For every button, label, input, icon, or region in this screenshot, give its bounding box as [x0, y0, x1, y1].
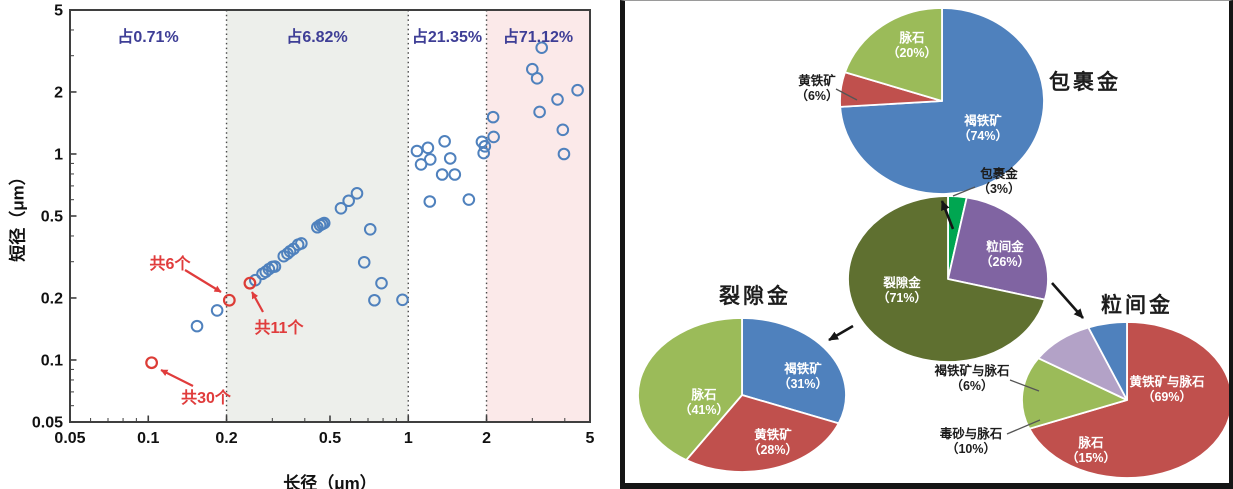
- data-point: [268, 260, 282, 273]
- data-point: [342, 194, 355, 208]
- region-band: [408, 10, 487, 422]
- x-axis-title: 长径（μm）: [283, 474, 377, 489]
- leader-line: [835, 88, 858, 101]
- annotation-count-11: 共11个: [254, 320, 304, 337]
- pie-slice: [741, 317, 847, 425]
- highlighted-data-point: [243, 276, 257, 290]
- data-point: [368, 293, 381, 307]
- region-label-3: 占21.35%: [411, 29, 483, 46]
- data-point: [557, 147, 571, 161]
- data-point: [350, 187, 364, 200]
- data-point: [475, 135, 489, 149]
- data-point: [435, 168, 449, 181]
- data-point: [423, 153, 437, 166]
- flow-arrow: [828, 324, 854, 342]
- annotation-count-6: 共6个: [149, 256, 191, 273]
- data-point: [556, 123, 570, 137]
- data-point: [423, 195, 437, 208]
- x-tick-label: 2: [482, 430, 491, 447]
- pie-slice: [685, 394, 840, 473]
- x-tick-label: 5: [586, 430, 595, 447]
- x-tick-label: 0.05: [54, 430, 85, 447]
- x-tick-label: 1: [404, 430, 413, 447]
- data-point: [571, 83, 584, 97]
- x-tick-label: 0.1: [137, 430, 159, 447]
- pie-charts: [637, 7, 1229, 479]
- region-band: [486, 10, 590, 422]
- data-point: [448, 168, 462, 181]
- data-point: [438, 135, 451, 148]
- pie-slice: [1087, 321, 1128, 401]
- data-point: [421, 141, 435, 155]
- annotation-arrow: [251, 291, 264, 313]
- leader-line: [952, 186, 976, 197]
- data-point: [487, 130, 500, 144]
- data-point: [535, 41, 549, 55]
- highlighted-data-point: [222, 293, 236, 307]
- y-axis-title: 短径（μm）: [8, 168, 28, 262]
- data-point: [210, 304, 224, 317]
- pie-slice: [637, 317, 743, 461]
- pie-slice: [844, 7, 943, 102]
- flow-arrow: [940, 200, 955, 230]
- highlighted-data-point: [145, 356, 159, 370]
- y-tick-label: 0.2: [41, 290, 63, 307]
- region-label-1: 占0.71%: [117, 29, 179, 46]
- data-point: [410, 144, 424, 158]
- pie-slice: [847, 195, 1046, 363]
- x-tick-label: 0.2: [215, 430, 237, 447]
- data-point: [375, 276, 388, 290]
- flow-arrow: [1051, 282, 1084, 319]
- data-point: [462, 193, 476, 206]
- pie-slice: [947, 196, 1049, 301]
- scatter-plot: 0.050.05 0.1 0.1 0.2 0.2 0.5 0.5 1 1 2 2 5 5: [32, 3, 595, 448]
- y-tick-label: 0.1: [41, 352, 63, 369]
- data-point: [396, 293, 409, 307]
- region-band: [70, 10, 227, 422]
- data-point: [363, 222, 377, 236]
- leader-line: [1009, 379, 1040, 392]
- x-tick-label: 0.5: [319, 430, 341, 447]
- leader-line: [1006, 419, 1041, 435]
- data-point: [443, 152, 457, 165]
- annotation-arrow: [160, 369, 194, 387]
- scatter-panel: 0.05 0.05 0.1 0.1 0.2 0.2 0.5 0.5 1 1 2 2 5 5 占0.71% …: [8, 2, 595, 489]
- region-label-2: 占6.82%: [286, 29, 348, 46]
- y-tick-label: 2: [54, 84, 63, 101]
- y-tick-label: 0.5: [41, 209, 63, 226]
- region-band: [226, 10, 409, 422]
- annotation-count-30: 共30个: [181, 390, 231, 407]
- y-tick-label: 0.05: [32, 415, 63, 432]
- data-point: [334, 201, 348, 215]
- data-point: [486, 110, 500, 124]
- annotation-arrow: [184, 269, 222, 293]
- y-tick-label: 1: [54, 146, 63, 163]
- data-point: [295, 237, 308, 250]
- pie-slice: [1028, 321, 1229, 479]
- data-point: [530, 72, 544, 85]
- data-point: [551, 93, 564, 106]
- data-point: [317, 216, 331, 230]
- region-label-4: 占71.12%: [502, 29, 574, 46]
- data-point: [357, 255, 371, 269]
- y-tick-label: 5: [54, 3, 63, 20]
- data-point: [533, 105, 546, 119]
- data-point: [414, 158, 428, 171]
- data-point: [190, 319, 204, 333]
- pie-panel: 包裹金 褐铁矿 （74%） 脉石 （20%） 黄铁矿 （6%） 裂隙金 （71%…: [620, 0, 1233, 489]
